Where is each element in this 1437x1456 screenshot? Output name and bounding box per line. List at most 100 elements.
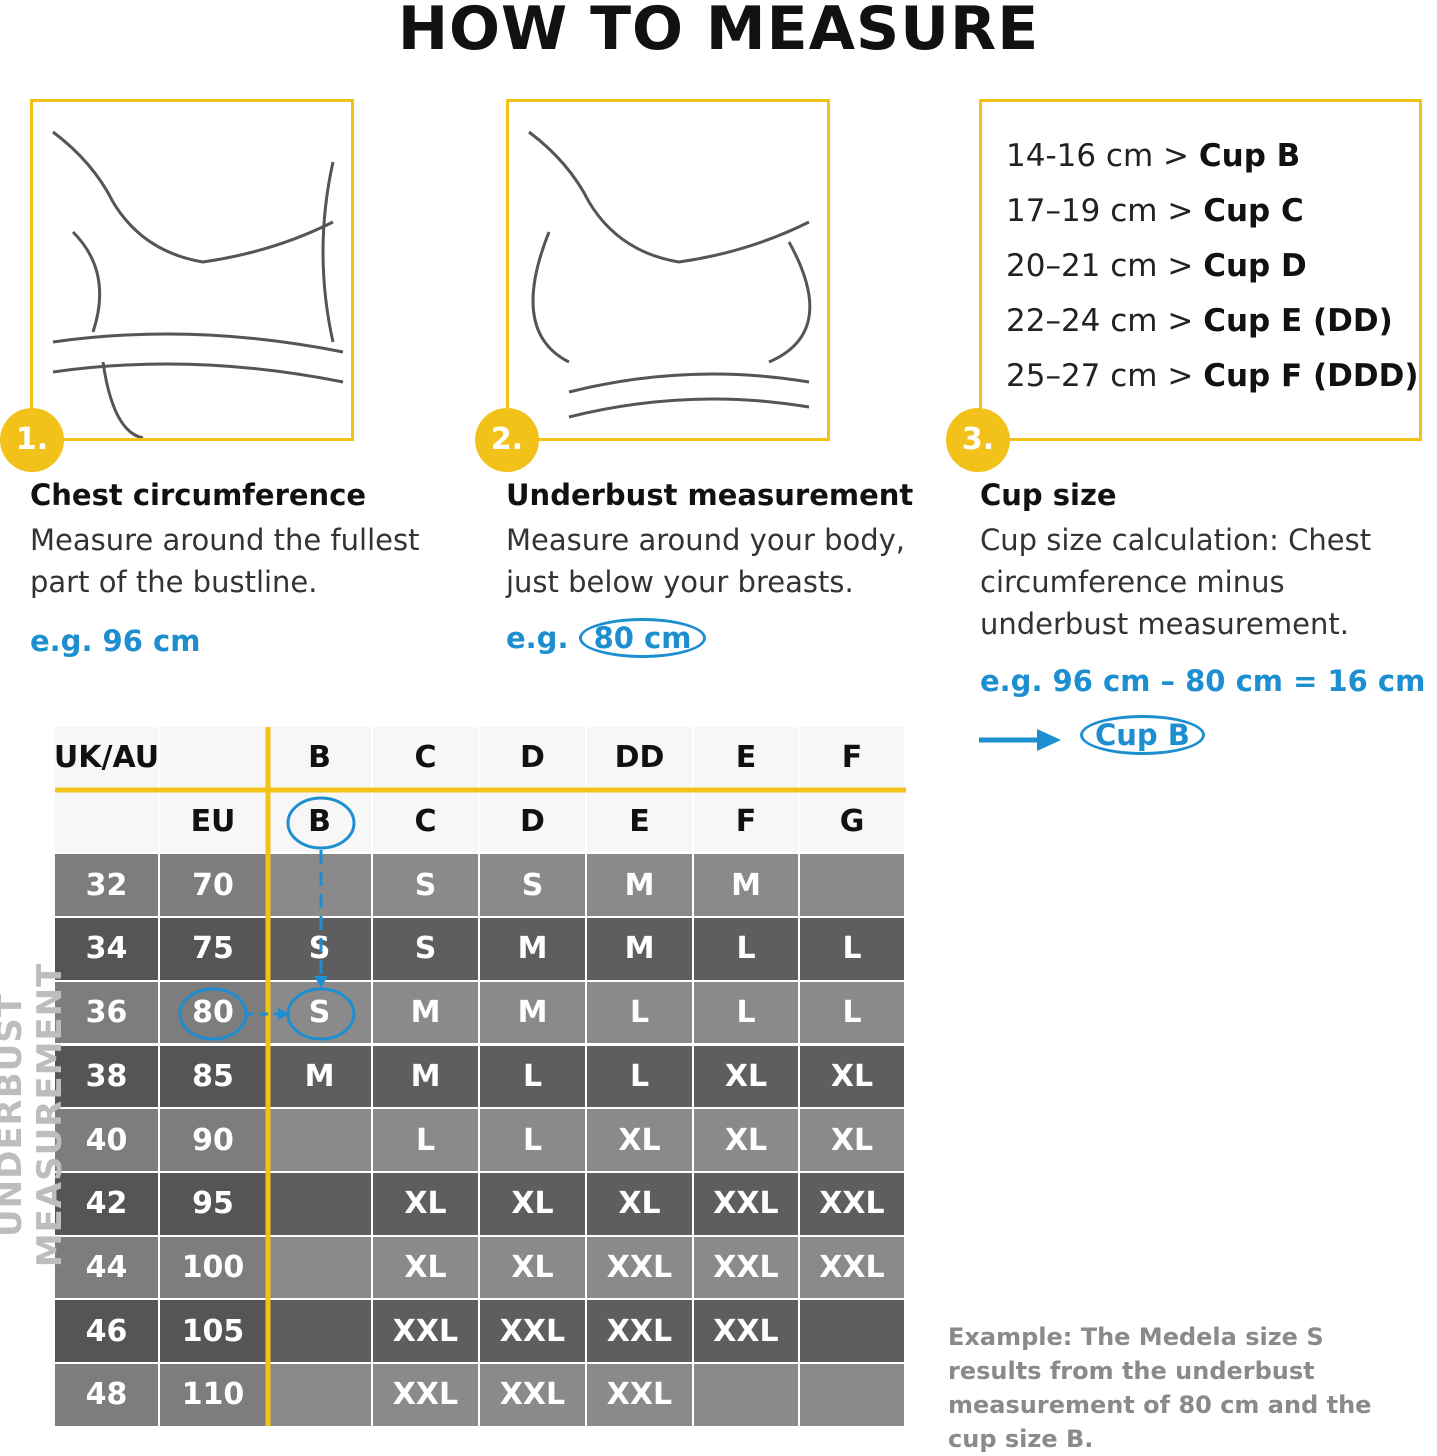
size: S [480,854,585,917]
uk-cup: E [694,727,798,789]
eu-cup: C [373,790,478,853]
eu-size: 85 [160,1045,266,1108]
size: XL [694,1045,798,1108]
size: S [373,918,478,980]
illustration [30,99,354,441]
size: XXL [800,1236,904,1299]
size: L [800,981,904,1044]
size: M [587,854,692,917]
step-heading: Underbust measurement [506,478,914,512]
size: XXL [587,1300,692,1362]
uk-cup: C [373,727,478,789]
size: XXL [587,1364,692,1426]
drawing [528,130,812,419]
note: Example: The Medela size S results from … [948,1323,1372,1453]
step-heading: Cup size [980,478,1117,512]
illustration [506,99,830,441]
size: M [587,918,692,980]
size: XXL [587,1236,692,1299]
size: M [480,981,585,1044]
step-text: Measure around your body, just below you… [506,523,906,599]
range: 25–27 cm > [1006,358,1194,394]
step-example: e.g. 80 cm [506,618,707,658]
size: M [268,1045,371,1108]
header-cell [55,790,158,853]
size [268,1236,371,1299]
example-value: 80 cm [578,618,707,658]
size: XXL [694,1236,798,1299]
size: M [480,918,585,980]
eu-cup: G [800,790,904,853]
title: HOW TO MEASURE [397,0,1040,64]
cup-range: 22–24 cm > Cup E (DD) [1006,303,1419,358]
uk-size: 40 [55,1109,158,1171]
cup-range: 25–27 cm > Cup F (DDD) [1006,358,1419,413]
range: 20–21 cm > [1006,248,1194,284]
cup-range: 20–21 cm > Cup D [1006,248,1419,303]
size [268,1109,371,1171]
step-text: Measure around the fullest part of the b… [30,523,420,599]
size: L [587,1045,692,1108]
cup-box [979,99,1422,441]
size: XXL [694,1172,798,1235]
cup: Cup D [1203,248,1307,284]
cup-range: 17–19 cm > Cup C [1006,193,1419,248]
uk-size: 36 [55,981,158,1044]
step-text: Cup size calculation: Chest circumferenc… [980,523,1372,641]
eu-cup: E [587,790,692,853]
uk-size: 42 [55,1172,158,1235]
step-number: 1. [0,408,64,472]
size [268,1300,371,1362]
uk-size: 34 [55,918,158,980]
uk-cup: F [800,727,904,789]
cup: Cup E (DD) [1203,303,1393,339]
uk-size: 48 [55,1364,158,1426]
size: M [694,854,798,917]
uk-size: 46 [55,1300,158,1362]
size: XXL [373,1300,478,1362]
size: L [694,918,798,980]
size: XL [800,1045,904,1108]
size: XL [480,1236,585,1299]
eu-cup: F [694,790,798,853]
uk-size: 32 [55,854,158,917]
header-cell [160,727,266,789]
size: XXL [694,1300,798,1362]
size: M [373,981,478,1044]
size: XL [480,1172,585,1235]
eu-size: 105 [160,1300,266,1362]
size: XXL [373,1364,478,1426]
size [268,1364,371,1426]
uk-cup: DD [587,727,692,789]
eu-cup: B [268,790,371,853]
eu-size: 70 [160,854,266,917]
step-example: e.g. 96 cm – 80 cm = 16 cm [980,664,1426,698]
size: L [373,1109,478,1171]
size: XXL [800,1172,904,1235]
eu-size: 95 [160,1172,266,1235]
cup-ranges: 14-16 cm > Cup B 17–19 cm > Cup C 20–21 cm… [1006,138,1419,413]
size: XXL [480,1364,585,1426]
range: 22–24 cm > [1006,303,1194,339]
size: M [373,1045,478,1108]
eu-size: 100 [160,1236,266,1299]
size: S [373,854,478,917]
step-heading: Chest circumference [30,478,367,512]
cup: Cup C [1203,193,1304,229]
side-label: UNDERBUST MEASUREMENT [0,962,70,1268]
size [694,1364,798,1426]
size: XL [587,1109,692,1171]
size: L [694,981,798,1044]
eu-size: 90 [160,1109,266,1171]
uk-cup: D [480,727,585,789]
size [268,854,371,917]
step-example: e.g. 96 cm [30,624,201,658]
cup-range: 14-16 cm > Cup B [1006,138,1419,193]
eu-label: EU [160,790,266,853]
uk-size: 44 [55,1236,158,1299]
step-number: 3. [946,408,1010,472]
eu-size: 80 [160,981,266,1044]
uk-cup: B [268,727,371,789]
cup: Cup B [1198,138,1301,174]
